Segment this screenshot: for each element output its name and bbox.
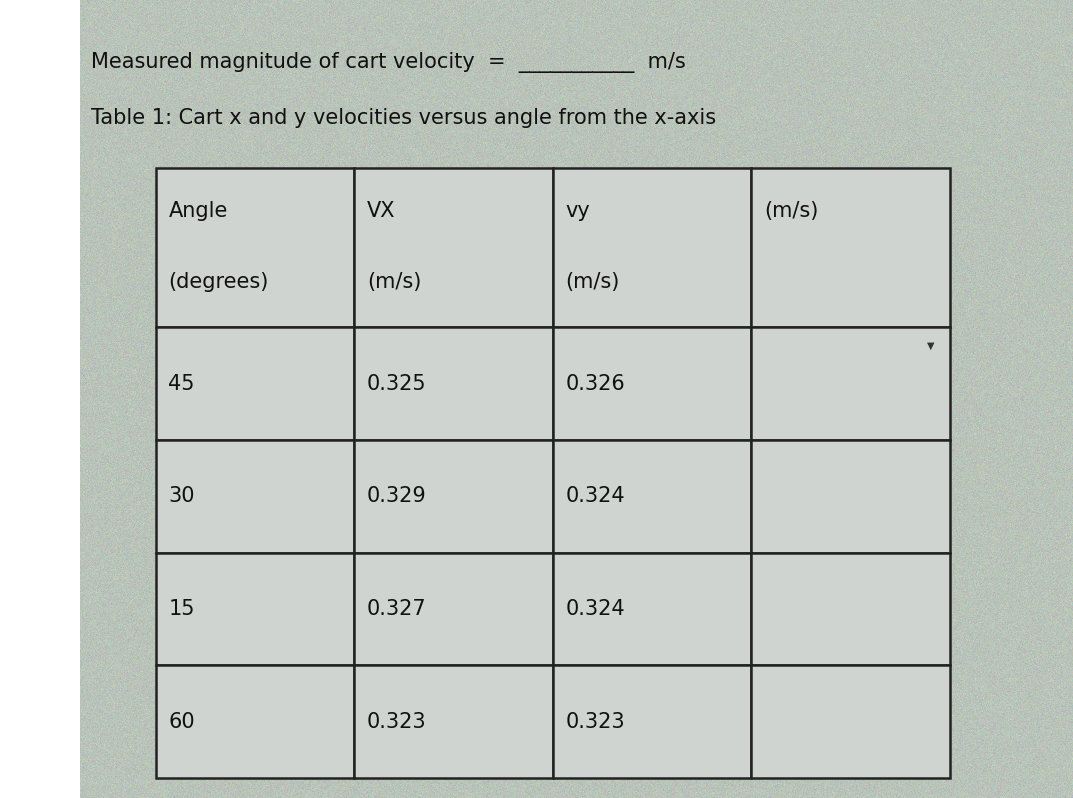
Bar xyxy=(553,666,751,778)
Text: 0.323: 0.323 xyxy=(565,712,626,732)
Bar xyxy=(553,440,751,552)
Text: 0.324: 0.324 xyxy=(565,486,626,506)
Text: ▼: ▼ xyxy=(927,341,934,350)
Text: 0.326: 0.326 xyxy=(565,373,626,393)
Text: 0.329: 0.329 xyxy=(367,486,427,506)
Text: Measured magnitude of cart velocity  =  ___________  m/s: Measured magnitude of cart velocity = __… xyxy=(91,52,686,73)
Text: (m/s): (m/s) xyxy=(764,200,819,221)
Text: (degrees): (degrees) xyxy=(168,272,269,293)
Text: 0.323: 0.323 xyxy=(367,712,427,732)
Bar xyxy=(354,168,553,327)
Text: Angle: Angle xyxy=(168,200,227,221)
Text: 0.324: 0.324 xyxy=(565,599,626,619)
Text: 60: 60 xyxy=(168,712,195,732)
Bar xyxy=(553,327,751,440)
Bar xyxy=(156,552,354,666)
Bar xyxy=(553,552,751,666)
Bar xyxy=(354,666,553,778)
Text: VX: VX xyxy=(367,200,396,221)
Bar xyxy=(751,552,950,666)
Bar xyxy=(354,327,553,440)
Text: (m/s): (m/s) xyxy=(367,272,422,293)
Bar xyxy=(156,327,354,440)
Text: Table 1: Cart x and y velocities versus angle from the x-axis: Table 1: Cart x and y velocities versus … xyxy=(91,108,717,128)
Text: 0.327: 0.327 xyxy=(367,599,427,619)
Bar xyxy=(751,666,950,778)
Bar xyxy=(751,327,950,440)
Bar xyxy=(156,440,354,552)
Bar xyxy=(751,168,950,327)
Text: 30: 30 xyxy=(168,486,195,506)
Text: 45: 45 xyxy=(168,373,195,393)
Text: vy: vy xyxy=(565,200,590,221)
Bar xyxy=(354,552,553,666)
Bar xyxy=(751,440,950,552)
Text: 15: 15 xyxy=(168,599,195,619)
Bar xyxy=(553,168,751,327)
Bar xyxy=(354,440,553,552)
Text: (m/s): (m/s) xyxy=(565,272,620,293)
Bar xyxy=(156,666,354,778)
Bar xyxy=(156,168,354,327)
Text: 0.325: 0.325 xyxy=(367,373,427,393)
